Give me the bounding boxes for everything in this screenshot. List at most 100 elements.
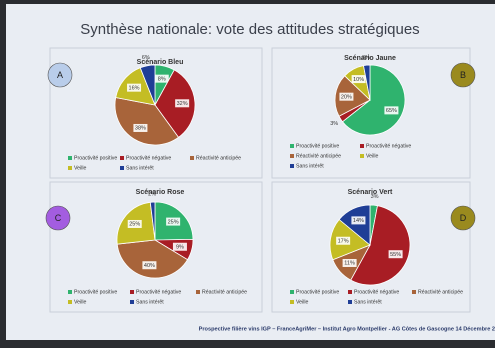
panel xyxy=(49,181,263,313)
legend-label: Réactivité anticipée xyxy=(296,153,341,159)
value-label: 25% xyxy=(129,222,140,228)
legend-swatch xyxy=(130,300,134,304)
value-label-bg xyxy=(351,216,366,225)
legend-swatch xyxy=(290,154,294,158)
legend-label: Proactivité négative xyxy=(126,155,171,161)
value-label: 65% xyxy=(386,108,397,114)
value-label: 2% xyxy=(148,191,156,197)
value-label-bg xyxy=(351,75,366,84)
value-label-bg xyxy=(127,219,142,228)
legend-swatch xyxy=(348,300,352,304)
legend-swatch xyxy=(348,290,352,294)
slide-title: Synthèse nationale: vote des attitudes s… xyxy=(80,21,419,38)
pie-slice xyxy=(139,64,156,106)
legend-label: Sans intérêt xyxy=(354,299,382,305)
badge xyxy=(45,205,71,231)
value-label: 55% xyxy=(390,252,401,258)
legend-swatch xyxy=(290,164,294,168)
legend-swatch xyxy=(68,300,72,304)
value-label-bg xyxy=(342,258,357,267)
panel xyxy=(271,47,471,179)
value-label: 11% xyxy=(344,261,355,267)
pie-slice xyxy=(341,64,406,136)
legend-label: Sans intérêt xyxy=(296,163,324,169)
value-label: 3% xyxy=(371,194,379,200)
legend-swatch xyxy=(68,290,72,294)
chart-title: Scénario Bleu xyxy=(137,59,184,66)
value-label-bg xyxy=(127,83,142,92)
badge-label: B xyxy=(460,70,466,80)
value-label-bg xyxy=(336,236,351,245)
value-label-bg xyxy=(172,242,187,251)
pie-slice xyxy=(350,205,411,286)
value-label: 10% xyxy=(353,77,364,83)
pie-slice xyxy=(116,239,189,279)
badge xyxy=(450,205,476,231)
value-label: 3% xyxy=(330,121,338,127)
legend-label: Proactivité négative xyxy=(136,289,181,295)
legend-label: Sans intérêt xyxy=(126,165,154,171)
legend-swatch xyxy=(290,290,294,294)
legend-label: Proactivité positive xyxy=(296,143,339,149)
legend-label: Réactivité anticipée xyxy=(196,155,241,161)
value-label-bg xyxy=(166,217,181,226)
value-label-bg xyxy=(384,106,399,115)
value-label: 9% xyxy=(176,245,184,251)
pie-slice xyxy=(114,97,180,146)
value-label: 25% xyxy=(168,219,179,225)
legend-swatch xyxy=(68,166,72,170)
legend-swatch xyxy=(360,154,364,158)
value-label: 14% xyxy=(353,218,364,224)
slide-bg xyxy=(6,4,495,340)
chart-title: Scénario Vert xyxy=(348,189,393,196)
badge-label: A xyxy=(57,70,63,80)
legend-swatch xyxy=(290,144,294,148)
legend-label: Veille xyxy=(74,165,87,171)
panel xyxy=(271,181,471,313)
value-label: 40% xyxy=(144,263,155,269)
panel xyxy=(49,47,263,179)
footer: Prospective filière vins IGP – FranceAgr… xyxy=(199,326,495,332)
value-label: 20% xyxy=(341,94,352,100)
pie-slice xyxy=(149,201,156,241)
pie-slice xyxy=(154,69,196,138)
legend-label: Proactivité positive xyxy=(74,155,117,161)
legend-label: Proactivité positive xyxy=(296,289,339,295)
legend-label: Proactivité négative xyxy=(366,143,411,149)
chart-title: Scénario Rose xyxy=(136,189,185,196)
legend-swatch xyxy=(120,156,124,160)
legend-swatch xyxy=(360,144,364,148)
badge-label: C xyxy=(55,213,62,223)
value-label-bg xyxy=(339,92,354,101)
pie-slice xyxy=(338,204,371,246)
legend-label: Réactivité anticipée xyxy=(202,289,247,295)
value-label: 3% xyxy=(362,55,370,61)
value-label-bg xyxy=(388,250,403,259)
legend-label: Proactivité positive xyxy=(74,289,117,295)
value-label: 17% xyxy=(338,238,349,244)
legend-label: Sans intérêt xyxy=(136,299,164,305)
chart-title: Scénario Jaune xyxy=(344,55,396,62)
legend-label: Veille xyxy=(74,299,87,305)
value-label: 6% xyxy=(142,55,150,61)
pie-slice xyxy=(363,64,371,101)
value-label-bg xyxy=(175,99,190,108)
value-label-bg xyxy=(142,261,157,270)
legend-label: Proactivité négative xyxy=(354,289,399,295)
legend-swatch xyxy=(68,156,72,160)
value-label-bg xyxy=(133,123,148,132)
value-label: 16% xyxy=(129,85,140,91)
value-label: 8% xyxy=(158,76,166,82)
badge xyxy=(450,62,476,88)
legend-swatch xyxy=(130,290,134,294)
legend-swatch xyxy=(120,166,124,170)
value-label: 38% xyxy=(135,126,146,132)
legend-swatch xyxy=(190,156,194,160)
value-label: 32% xyxy=(177,101,188,107)
legend-label: Veille xyxy=(366,153,379,159)
legend-label: Veille xyxy=(296,299,309,305)
legend-swatch xyxy=(290,300,294,304)
badge xyxy=(47,62,73,88)
legend-swatch xyxy=(412,290,416,294)
